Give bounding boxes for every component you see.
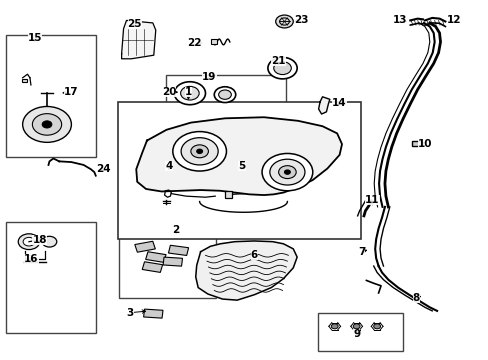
Text: 25: 25 (127, 19, 142, 29)
Ellipse shape (181, 138, 218, 165)
Ellipse shape (284, 170, 290, 174)
Polygon shape (318, 97, 329, 114)
Ellipse shape (180, 86, 199, 100)
Ellipse shape (275, 15, 293, 28)
Polygon shape (195, 241, 297, 300)
Ellipse shape (352, 324, 359, 329)
Ellipse shape (32, 114, 61, 135)
Text: 10: 10 (417, 139, 431, 149)
Ellipse shape (278, 166, 296, 179)
Bar (224, 191, 232, 198)
Ellipse shape (269, 159, 305, 185)
Ellipse shape (214, 87, 235, 103)
Bar (317, 313, 402, 351)
Ellipse shape (22, 107, 71, 142)
Text: 15: 15 (27, 33, 42, 43)
Ellipse shape (190, 145, 208, 158)
Ellipse shape (373, 324, 380, 329)
Ellipse shape (18, 234, 40, 249)
Ellipse shape (172, 132, 226, 171)
Bar (143, 309, 163, 318)
Text: 2: 2 (172, 225, 180, 235)
Text: 16: 16 (24, 254, 39, 264)
Ellipse shape (196, 149, 202, 153)
Text: 12: 12 (446, 15, 461, 26)
Bar (21, 79, 26, 82)
Ellipse shape (23, 237, 35, 246)
Bar (144, 261, 163, 270)
Text: 14: 14 (331, 98, 346, 108)
Text: 8: 8 (412, 293, 419, 303)
Polygon shape (136, 117, 341, 195)
Ellipse shape (267, 57, 297, 79)
Ellipse shape (42, 236, 57, 247)
Ellipse shape (42, 121, 52, 128)
Bar (170, 242, 190, 253)
Text: 18: 18 (32, 235, 47, 245)
Bar (211, 40, 217, 44)
Polygon shape (122, 21, 156, 59)
Text: 6: 6 (250, 250, 257, 260)
Text: 9: 9 (352, 329, 360, 339)
Bar (133, 244, 153, 255)
Bar (119, 228, 216, 298)
Text: 11: 11 (364, 195, 379, 206)
Text: 19: 19 (202, 72, 216, 82)
Ellipse shape (218, 90, 231, 99)
Text: 5: 5 (238, 161, 245, 171)
Text: 4: 4 (165, 161, 172, 171)
Bar (163, 256, 183, 265)
Ellipse shape (174, 82, 205, 105)
Ellipse shape (273, 62, 291, 75)
Text: 7: 7 (357, 247, 365, 257)
Ellipse shape (330, 324, 337, 329)
Text: 1: 1 (184, 87, 192, 97)
Bar (118, 102, 360, 239)
Bar (5, 222, 96, 333)
Text: 17: 17 (64, 87, 79, 97)
Bar (148, 250, 167, 260)
Text: 20: 20 (162, 87, 176, 97)
Ellipse shape (262, 153, 312, 191)
Bar (5, 35, 96, 157)
Text: 21: 21 (271, 56, 285, 66)
Text: 3: 3 (126, 308, 133, 318)
Bar (411, 140, 421, 145)
Text: 22: 22 (187, 38, 202, 48)
Text: 13: 13 (392, 15, 407, 26)
Text: 23: 23 (294, 15, 308, 26)
Text: 24: 24 (96, 164, 110, 174)
Bar (166, 75, 285, 134)
